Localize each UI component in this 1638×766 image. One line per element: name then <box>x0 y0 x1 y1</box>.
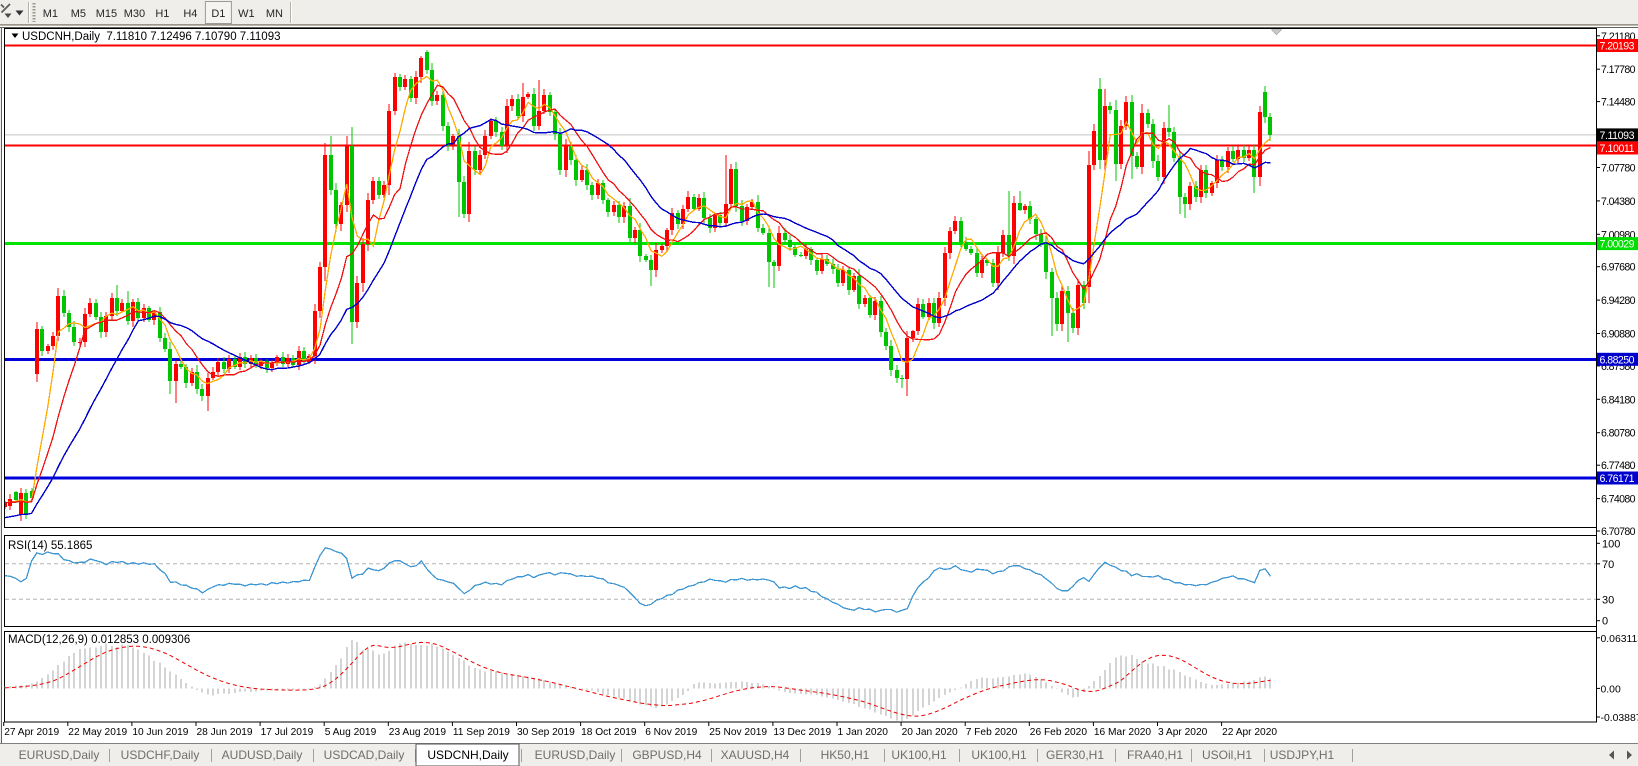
svg-text:D1: D1 <box>211 8 225 20</box>
svg-text:22 Apr 2020: 22 Apr 2020 <box>1222 727 1277 738</box>
svg-text:7.17780: 7.17780 <box>1601 64 1636 76</box>
svg-text:USDJPY,H1: USDJPY,H1 <box>1270 748 1335 762</box>
svg-text:16 Mar 2020: 16 Mar 2020 <box>1094 727 1152 738</box>
svg-text:30: 30 <box>1602 594 1614 606</box>
svg-text:0.00: 0.00 <box>1601 684 1621 695</box>
svg-text:7.10011: 7.10011 <box>1600 143 1635 155</box>
svg-text:RSI(14) 55.1865: RSI(14) 55.1865 <box>8 540 92 552</box>
svg-text:7.07780: 7.07780 <box>1601 163 1636 175</box>
svg-text:M15: M15 <box>96 8 117 20</box>
svg-text:6.74080: 6.74080 <box>1601 494 1636 506</box>
svg-text:GBPUSD,H4: GBPUSD,H4 <box>632 748 702 762</box>
svg-text:H4: H4 <box>183 8 197 20</box>
svg-text:W1: W1 <box>238 8 255 20</box>
svg-text:27 Apr 2019: 27 Apr 2019 <box>4 727 59 738</box>
svg-text:0.063113: 0.063113 <box>1601 634 1638 645</box>
svg-text:1 Jan 2020: 1 Jan 2020 <box>838 727 889 738</box>
svg-text:6.76171: 6.76171 <box>1600 473 1635 485</box>
svg-text:7.04380: 7.04380 <box>1601 196 1636 208</box>
svg-text:6.77480: 6.77480 <box>1601 460 1636 472</box>
svg-text:6.84180: 6.84180 <box>1601 394 1636 406</box>
svg-text:3 Apr 2020: 3 Apr 2020 <box>1158 727 1208 738</box>
svg-text:23 Aug 2019: 23 Aug 2019 <box>389 727 447 738</box>
svg-text:7.14480: 7.14480 <box>1601 97 1636 109</box>
svg-text:6 Nov 2019: 6 Nov 2019 <box>645 727 697 738</box>
svg-text:28 Jun 2019: 28 Jun 2019 <box>197 727 253 738</box>
svg-text:-0.038872: -0.038872 <box>1601 713 1638 724</box>
svg-text:7 Feb 2020: 7 Feb 2020 <box>966 727 1018 738</box>
svg-text:6.88250: 6.88250 <box>1600 354 1635 366</box>
svg-text:26 Feb 2020: 26 Feb 2020 <box>1030 727 1088 738</box>
svg-text:17 Jul 2019: 17 Jul 2019 <box>261 727 314 738</box>
svg-text:0: 0 <box>1602 616 1608 628</box>
svg-text:5 Aug 2019: 5 Aug 2019 <box>325 727 377 738</box>
svg-text:USDCNH,Daily: USDCNH,Daily <box>427 748 508 762</box>
svg-text:USDCNH,Daily 7.11810 7.12496: USDCNH,Daily 7.11810 7.12496 7.10790 7.1… <box>22 31 281 43</box>
svg-text:M5: M5 <box>71 8 86 20</box>
svg-text:EURUSD,Daily: EURUSD,Daily <box>19 748 100 762</box>
svg-text:USDCHF,Daily: USDCHF,Daily <box>121 748 200 762</box>
svg-text:7.20193: 7.20193 <box>1600 41 1635 53</box>
svg-text:GER30,H1: GER30,H1 <box>1046 748 1104 762</box>
svg-text:6.94280: 6.94280 <box>1601 295 1636 307</box>
svg-text:HK50,H1: HK50,H1 <box>821 748 870 762</box>
svg-text:10 Jun 2019: 10 Jun 2019 <box>132 727 188 738</box>
svg-text:M1: M1 <box>43 8 58 20</box>
svg-text:22 May 2019: 22 May 2019 <box>68 727 127 738</box>
svg-text:70: 70 <box>1602 559 1614 571</box>
svg-text:UK100,H1: UK100,H1 <box>891 748 947 762</box>
svg-text:M30: M30 <box>124 8 145 20</box>
svg-text:AUDUSD,Daily: AUDUSD,Daily <box>222 748 303 762</box>
svg-text:UK100,H1: UK100,H1 <box>971 748 1027 762</box>
svg-text:XAUUSD,H4: XAUUSD,H4 <box>721 748 790 762</box>
svg-text:FRA40,H1: FRA40,H1 <box>1127 748 1183 762</box>
svg-text:7.00029: 7.00029 <box>1600 239 1635 251</box>
svg-text:20 Jan 2020: 20 Jan 2020 <box>902 727 958 738</box>
svg-text:100: 100 <box>1602 538 1620 550</box>
svg-text:6.80780: 6.80780 <box>1601 428 1636 440</box>
svg-text:USOil,H1: USOil,H1 <box>1202 748 1252 762</box>
svg-text:MACD(12,26,9) 0.012853 0.00930: MACD(12,26,9) 0.012853 0.009306 <box>8 634 190 646</box>
svg-text:18 Oct 2019: 18 Oct 2019 <box>581 727 637 738</box>
svg-text:6.90880: 6.90880 <box>1601 329 1636 341</box>
svg-text:6.97680: 6.97680 <box>1601 262 1636 274</box>
svg-text:11 Sep 2019: 11 Sep 2019 <box>453 727 510 738</box>
svg-text:H1: H1 <box>155 8 169 20</box>
svg-text:MN: MN <box>266 8 283 20</box>
svg-text:30 Sep 2019: 30 Sep 2019 <box>517 727 575 738</box>
svg-text:13 Dec 2019: 13 Dec 2019 <box>773 727 831 738</box>
svg-text:25 Nov 2019: 25 Nov 2019 <box>709 727 767 738</box>
svg-text:6.70780: 6.70780 <box>1601 526 1636 538</box>
svg-text:EURUSD,Daily: EURUSD,Daily <box>535 748 616 762</box>
svg-text:USDCAD,Daily: USDCAD,Daily <box>324 748 405 762</box>
svg-text:7.11093: 7.11093 <box>1600 130 1635 142</box>
